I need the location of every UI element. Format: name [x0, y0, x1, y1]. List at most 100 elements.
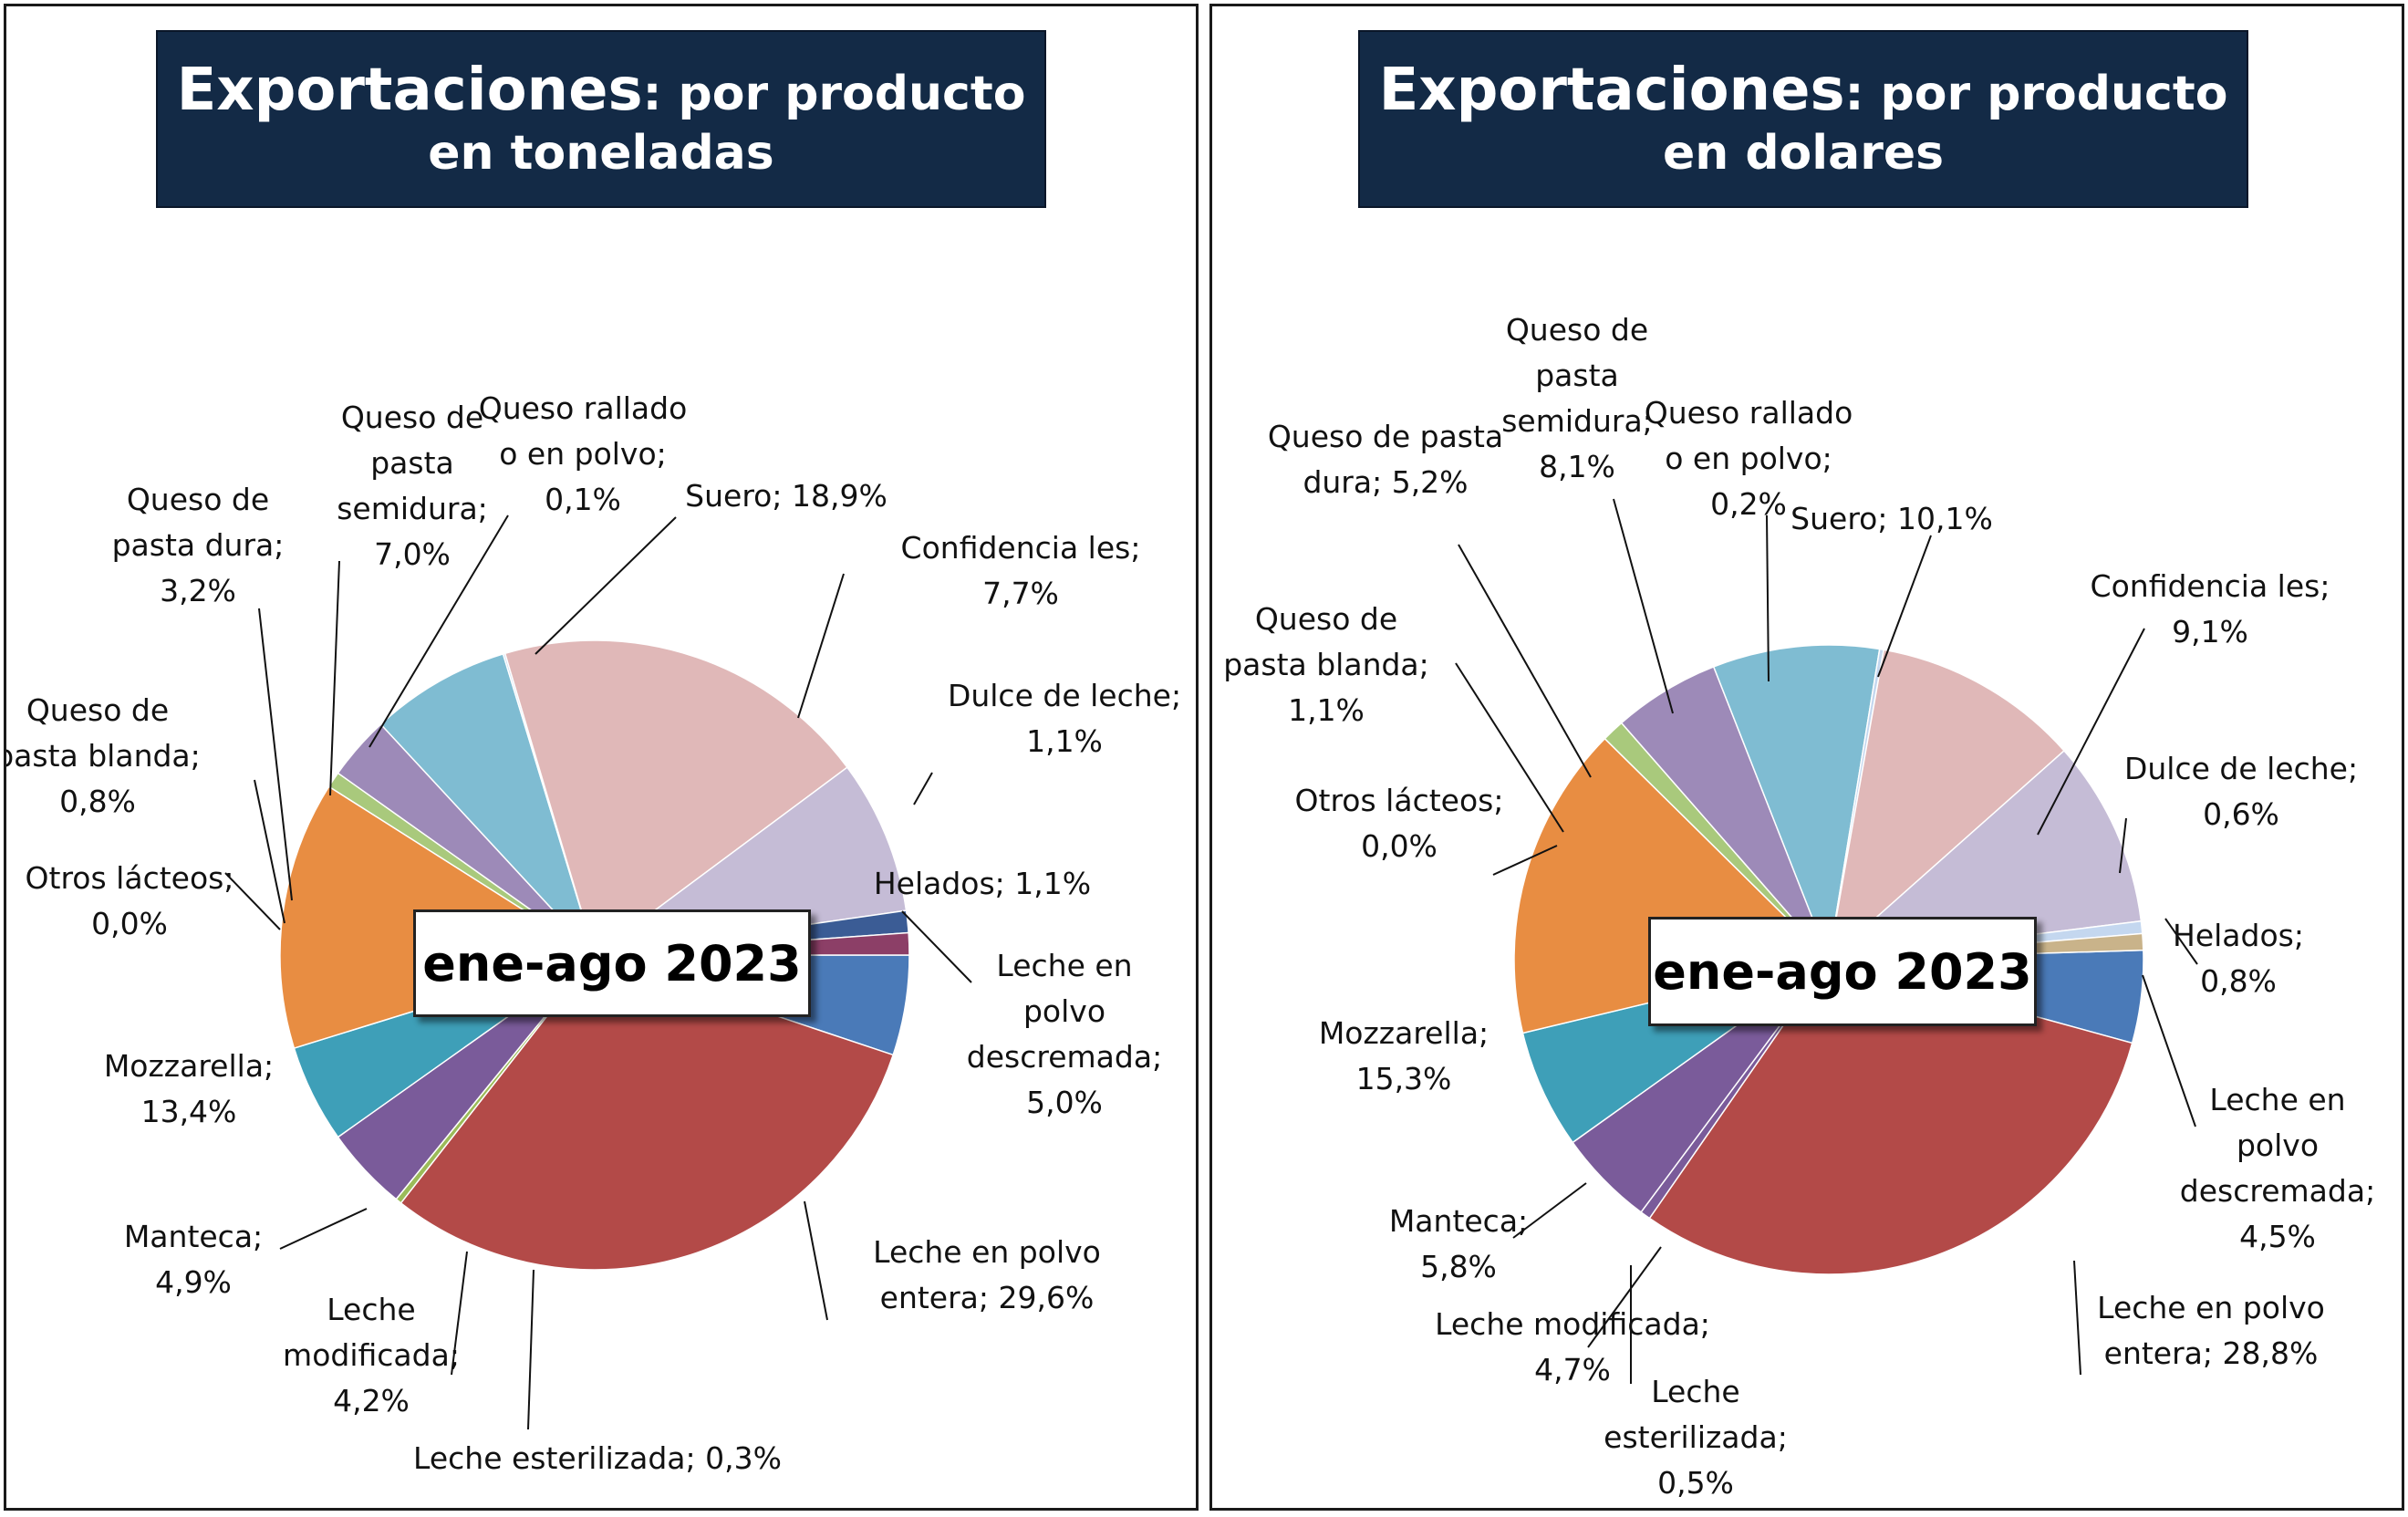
data-label-line: descremada;	[967, 1039, 1162, 1075]
leader-line	[1455, 662, 1564, 833]
data-label-line: entera; 28,8%	[2104, 1335, 2319, 1371]
data-label: Dulce de leche; 1,1%	[948, 678, 1181, 759]
data-label: Helados; 0,8%	[2173, 918, 2304, 999]
chart-title-rest: : por producto en dolares	[1662, 67, 2228, 181]
period-label: ene-ago 2023	[413, 909, 811, 1017]
data-label-line: Queso de	[1506, 312, 1648, 348]
data-label: Queso de pasta semidura; 7,0%	[337, 400, 488, 572]
data-label: Leche modificada; 4,7%	[1435, 1306, 1710, 1387]
data-label-line: 0,8%	[2200, 963, 2277, 999]
leader-line	[1766, 514, 1770, 682]
data-label-line: Suero; 18,9%	[685, 478, 887, 514]
data-label-line: 0,0%	[91, 906, 168, 941]
data-label-line: 9,1%	[2172, 614, 2248, 649]
leader-line	[1458, 544, 1592, 778]
data-label-line: Helados;	[2173, 918, 2304, 953]
data-label-line: 8,1%	[1539, 449, 1615, 484]
leader-line	[901, 910, 972, 983]
pie-slice-confidencia-les	[594, 766, 908, 956]
data-label: Queso de pasta dura; 5,2%	[1268, 419, 1503, 500]
data-label: Leche en polvo entera; 28,8%	[2097, 1290, 2325, 1371]
data-label-line: 1,1%	[1288, 692, 1365, 728]
data-label-line: Leche	[327, 1292, 415, 1327]
data-label-line: polvo	[1023, 993, 1105, 1029]
chart-panel-dolares: Leche en polvo descremada; 4,5% Leche en pol…	[1209, 4, 2404, 1511]
data-label-line: Otros lácteos;	[26, 860, 234, 896]
data-label: Manteca; 5,8%	[1389, 1203, 1528, 1284]
data-label-line: 5,0%	[1026, 1085, 1103, 1120]
leader-line	[2119, 817, 2127, 874]
data-label-line: 15,3%	[1356, 1061, 1452, 1096]
data-label-line: 4,9%	[155, 1264, 232, 1300]
leader-line	[2164, 918, 2198, 965]
data-label-line: Queso de	[341, 400, 483, 435]
data-label-line: Leche modificada;	[1435, 1306, 1710, 1342]
leader-line	[804, 1200, 828, 1321]
data-label-line: Otros lácteos;	[1295, 783, 1504, 818]
data-label-line: Mozzarella;	[1319, 1015, 1489, 1051]
chart-title-box: Exportaciones: por producto en toneladas	[156, 30, 1046, 208]
leader-line	[279, 1208, 368, 1250]
data-label-line: pasta	[1535, 358, 1619, 393]
data-label: Otros lácteos; 0,0%	[26, 860, 234, 941]
data-label-line: dura; 5,2%	[1303, 464, 1468, 500]
data-label: Queso de pasta blanda; 1,1%	[1223, 601, 1429, 728]
data-label-line: Helados; 1,1%	[874, 866, 1091, 901]
data-label-line: Queso rallado	[1645, 395, 1853, 431]
data-label: Suero; 18,9%	[685, 478, 887, 514]
data-label-line: Leche esterilizada; 0,3%	[413, 1440, 782, 1476]
data-label: Confidencia les; 7,7%	[901, 530, 1141, 611]
data-label-line: polvo	[2237, 1127, 2319, 1163]
chart-title-rest: : por producto en toneladas	[428, 67, 1026, 181]
data-label-line: 3,2%	[160, 573, 236, 608]
data-label: Queso rallado o en polvo; 0,1%	[479, 390, 688, 517]
data-label-line: Leche en polvo	[2097, 1290, 2325, 1325]
pie-slice-confidencia-les	[1826, 749, 2143, 961]
leader-line	[224, 872, 281, 930]
data-label-line: Leche en	[2209, 1082, 2345, 1117]
data-label: Leche en polvo descremada; 5,0%	[967, 948, 1162, 1120]
data-label: Queso rallado o en polvo; 0,2%	[1645, 395, 1853, 522]
data-label-line: Confidencia les;	[901, 530, 1141, 566]
data-label-line: Suero; 10,1%	[1790, 501, 1993, 536]
data-label: Mozzarella; 15,3%	[1319, 1015, 1489, 1096]
data-label: Leche en polvo descremada; 4,5%	[2180, 1082, 2375, 1254]
data-label: Manteca; 4,9%	[124, 1219, 263, 1300]
data-label: Leche modificada; 4,2%	[283, 1292, 460, 1418]
data-label-line: 7,0%	[374, 536, 451, 572]
data-label-line: modificada;	[283, 1337, 460, 1373]
data-label: Leche en polvo entera; 29,6%	[873, 1234, 1101, 1315]
leader-line	[1587, 1246, 1662, 1348]
leader-line	[2142, 974, 2196, 1127]
data-label: Confidencia les; 9,1%	[2091, 568, 2330, 649]
data-label: Leche esterilizada; 0,5%	[1604, 1374, 1788, 1501]
data-label-line: 0,8%	[59, 784, 136, 819]
pie-chart-toneladas: Leche en polvo descremada; 5,0%Leche en pol…	[6, 390, 1181, 1476]
data-label-line: pasta	[370, 445, 454, 481]
data-label-line: entera; 29,6%	[880, 1280, 1095, 1315]
data-label-line: 0,1%	[545, 482, 621, 517]
leader-line	[527, 1269, 535, 1430]
data-label-line: pasta blanda;	[1223, 647, 1429, 682]
data-label: Queso de pasta dura; 3,2%	[112, 482, 285, 608]
pie-chart-dolares: Leche en polvo descremada; 4,5%Leche en pol…	[1223, 312, 2375, 1501]
data-label-line: Dulce de leche;	[948, 678, 1181, 713]
data-label-line: Leche	[1651, 1374, 1739, 1409]
data-label-line: 0,5%	[1657, 1465, 1734, 1501]
data-label-line: 5,8%	[1420, 1249, 1497, 1284]
data-label-line: 13,4%	[141, 1094, 237, 1129]
leader-line	[1492, 845, 1558, 876]
data-label-line: Confidencia les;	[2091, 568, 2330, 604]
leader-line	[1512, 1182, 1587, 1239]
data-label-line: Leche en polvo	[873, 1234, 1101, 1270]
data-label-line: 0,2%	[1710, 486, 1787, 522]
data-label-line: 0,6%	[2203, 796, 2279, 832]
leader-line	[2073, 1260, 2081, 1376]
data-label-line: o en polvo;	[499, 436, 667, 472]
data-label-line: semidura;	[337, 491, 488, 526]
leader-line	[797, 573, 845, 719]
leader-line	[254, 779, 285, 924]
data-label: Suero; 10,1%	[1790, 501, 1993, 536]
data-label-line: Mozzarella;	[104, 1048, 274, 1084]
data-label-line: Queso de	[1255, 601, 1397, 637]
